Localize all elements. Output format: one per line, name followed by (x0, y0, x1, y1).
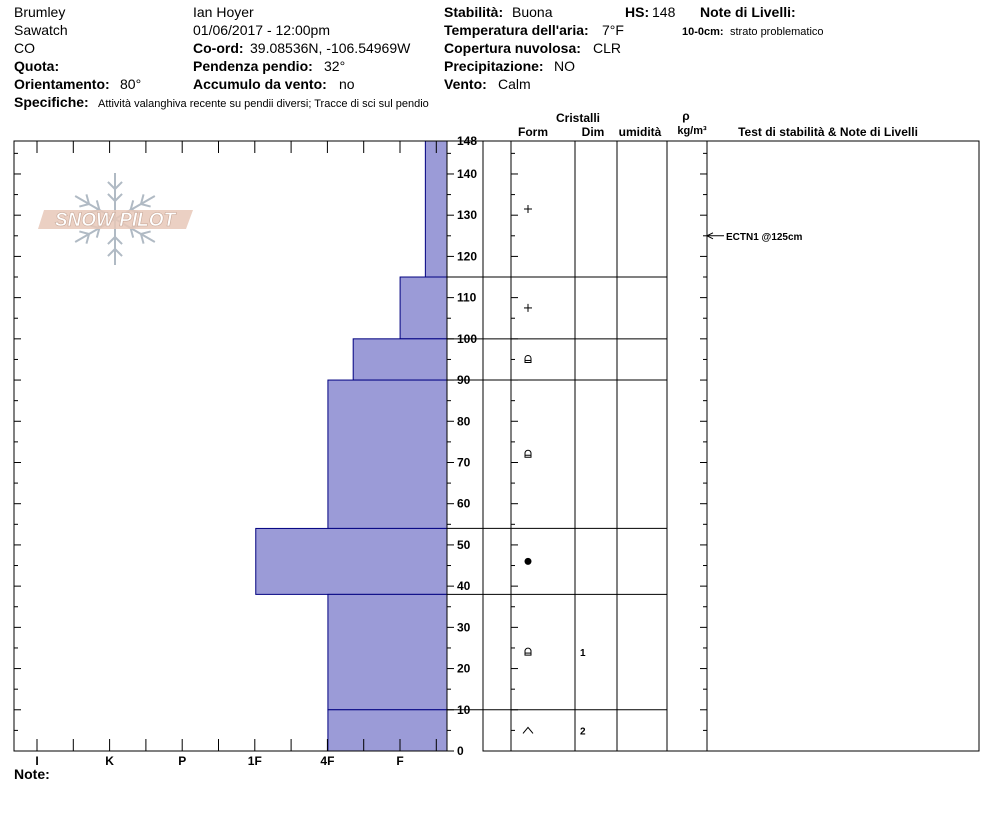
depth-tick-label: 110 (457, 291, 477, 305)
depth-tick-label: 40 (457, 579, 471, 593)
depth-tick-label: 20 (457, 662, 471, 676)
grain-symbol-rounded (524, 557, 532, 565)
table-header-rho: ρ (682, 109, 689, 123)
layer-notes-label: Note di Livelli: (700, 4, 796, 20)
aspect-value: 80° (120, 76, 142, 92)
depth-tick-label: 50 (457, 538, 471, 552)
specifics-value: Attività valanghiva recente su pendii di… (98, 98, 429, 110)
coord-label: Co-ord: (193, 40, 244, 56)
depth-tick-label: 30 (457, 620, 471, 634)
stability-value: Buona (512, 4, 553, 20)
grain-symbol-faceted-rounded (524, 355, 532, 363)
hardness-bar-3 (352, 338, 448, 381)
sky-label: Copertura nuvolosa: (444, 40, 581, 56)
hs-label: HS: (625, 4, 650, 20)
hardness-label-P: P (178, 754, 186, 768)
hardness-bar-6 (327, 593, 448, 711)
mountain-range: Sawatch (14, 22, 68, 38)
wind-loading-label: Accumulo da vento: (193, 76, 327, 92)
grain-symbol-plus (524, 205, 532, 214)
grain-symbol-faceted-rounded (524, 647, 532, 656)
stability-test-label: ECTN1 @125cm (726, 232, 803, 243)
observer-location: Brumley (14, 4, 66, 20)
table-header-crystals: Cristalli (556, 111, 600, 125)
layer-note-text: strato problematico (730, 26, 824, 38)
hardness-bar-1 (424, 140, 448, 278)
grain-symbol-depth-hoar (522, 726, 534, 734)
table-header-tests_notes: Test di stabilità & Note di Livelli (738, 125, 918, 139)
depth-tick-label: 130 (457, 208, 477, 222)
depth-tick-label: 0 (457, 744, 464, 758)
layer-note-range: 10-0cm: (682, 26, 724, 38)
observation-datetime: 01/06/2017 - 12:00pm (193, 22, 330, 38)
hardness-label-4F: 4F (320, 754, 334, 768)
wind-value: Calm (498, 76, 531, 92)
air-temp-value: 7°F (602, 22, 624, 38)
hardness-bar-2 (399, 276, 448, 340)
wind-label: Vento: (444, 76, 487, 92)
slope-value: 32° (324, 58, 346, 74)
state: CO (14, 40, 35, 56)
depth-tick-label: 60 (457, 497, 471, 511)
hardness-label-I: I (35, 754, 38, 768)
stability-test-arrow (705, 232, 724, 240)
table-header-moisture: umidità (619, 125, 662, 139)
grain-size-label: 2 (580, 726, 586, 737)
elevation-label: Quota: (14, 58, 60, 74)
depth-tick-label: 80 (457, 414, 471, 428)
grain-symbol-plus (524, 303, 532, 312)
hardness-bar-7 (327, 709, 448, 752)
hardness-label-K: K (105, 754, 114, 768)
table-header-form: Form (518, 125, 548, 139)
air-temp-label: Temperatura dell'aria: (444, 22, 589, 38)
hardness-bar-4 (327, 379, 448, 529)
table-header-density_unit: kg/m³ (677, 125, 707, 137)
notes-label: Note: (14, 766, 50, 782)
snowpilot-logo: SNOW PILOT (38, 173, 193, 265)
depth-tick-label: 70 (457, 455, 471, 469)
grain-size-label: 1 (580, 648, 586, 659)
specifics-label: Specifiche: (14, 94, 89, 110)
hardness-label-F: F (396, 754, 403, 768)
stability-label: Stabilità: (444, 4, 504, 20)
wind-loading-value: no (339, 76, 355, 92)
logo-text: SNOW PILOT (55, 210, 177, 231)
depth-tick-label: 120 (457, 249, 477, 263)
table-header-size: Dim (582, 125, 605, 139)
precip-label: Precipitazione: (444, 58, 544, 74)
depth-tick-label: 140 (457, 167, 477, 181)
hardness-label-1F: 1F (248, 754, 262, 768)
layer-table-frame (482, 140, 980, 752)
hardness-bar-5 (255, 527, 448, 595)
observer-name: Ian Hoyer (193, 4, 254, 20)
precip-value: NO (554, 58, 575, 74)
grain-symbol-faceted-rounded (524, 449, 532, 458)
slope-label: Pendenza pendio: (193, 58, 313, 74)
coord-value: 39.08536N, -106.54969W (250, 40, 411, 56)
sky-value: CLR (593, 40, 622, 56)
aspect-label: Orientamento: (14, 76, 110, 92)
hs-value: 148 (652, 4, 676, 20)
